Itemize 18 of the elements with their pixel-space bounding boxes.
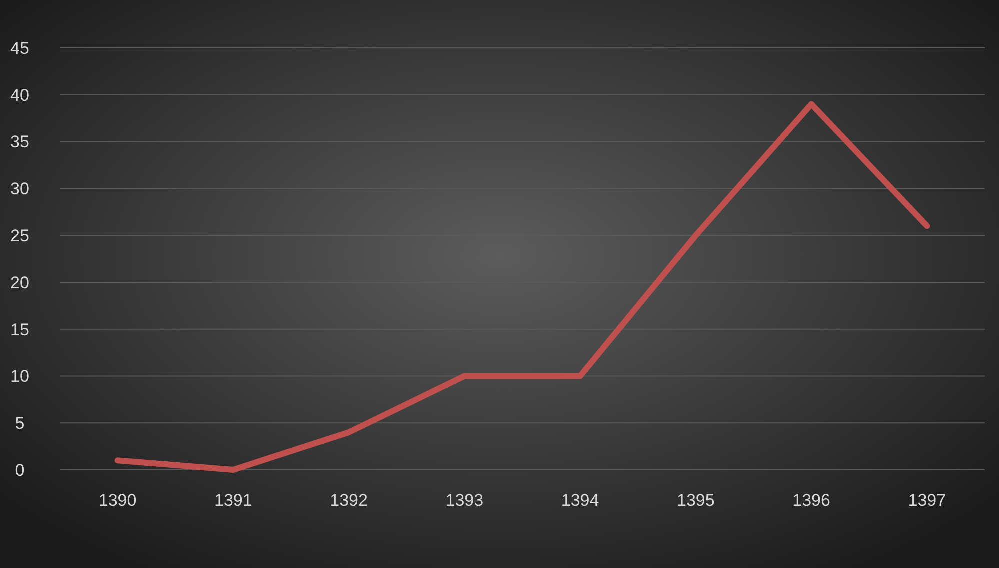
y-tick-label: 20	[10, 273, 30, 292]
x-tick-label: 1393	[446, 491, 484, 510]
y-tick-label: 25	[10, 226, 30, 246]
x-tick-label: 1395	[677, 491, 715, 510]
y-tick-label: 10	[10, 367, 30, 386]
x-tick-label: 1390	[98, 491, 137, 510]
x-tick-label: 1391	[214, 491, 252, 510]
y-tick-label: 35	[10, 132, 30, 152]
y-tick-label: 45	[10, 38, 30, 58]
x-tick-label: 1394	[561, 491, 600, 510]
x-tick-label: 1397	[908, 491, 946, 510]
y-tick-label: 30	[10, 180, 30, 199]
x-tick-label: 1392	[330, 491, 368, 510]
y-tick-label: 40	[10, 86, 30, 105]
y-tick-label: 0	[15, 460, 25, 480]
y-tick-label: 15	[10, 320, 30, 340]
x-tick-label: 1396	[792, 491, 830, 510]
y-tick-label: 5	[15, 414, 25, 434]
